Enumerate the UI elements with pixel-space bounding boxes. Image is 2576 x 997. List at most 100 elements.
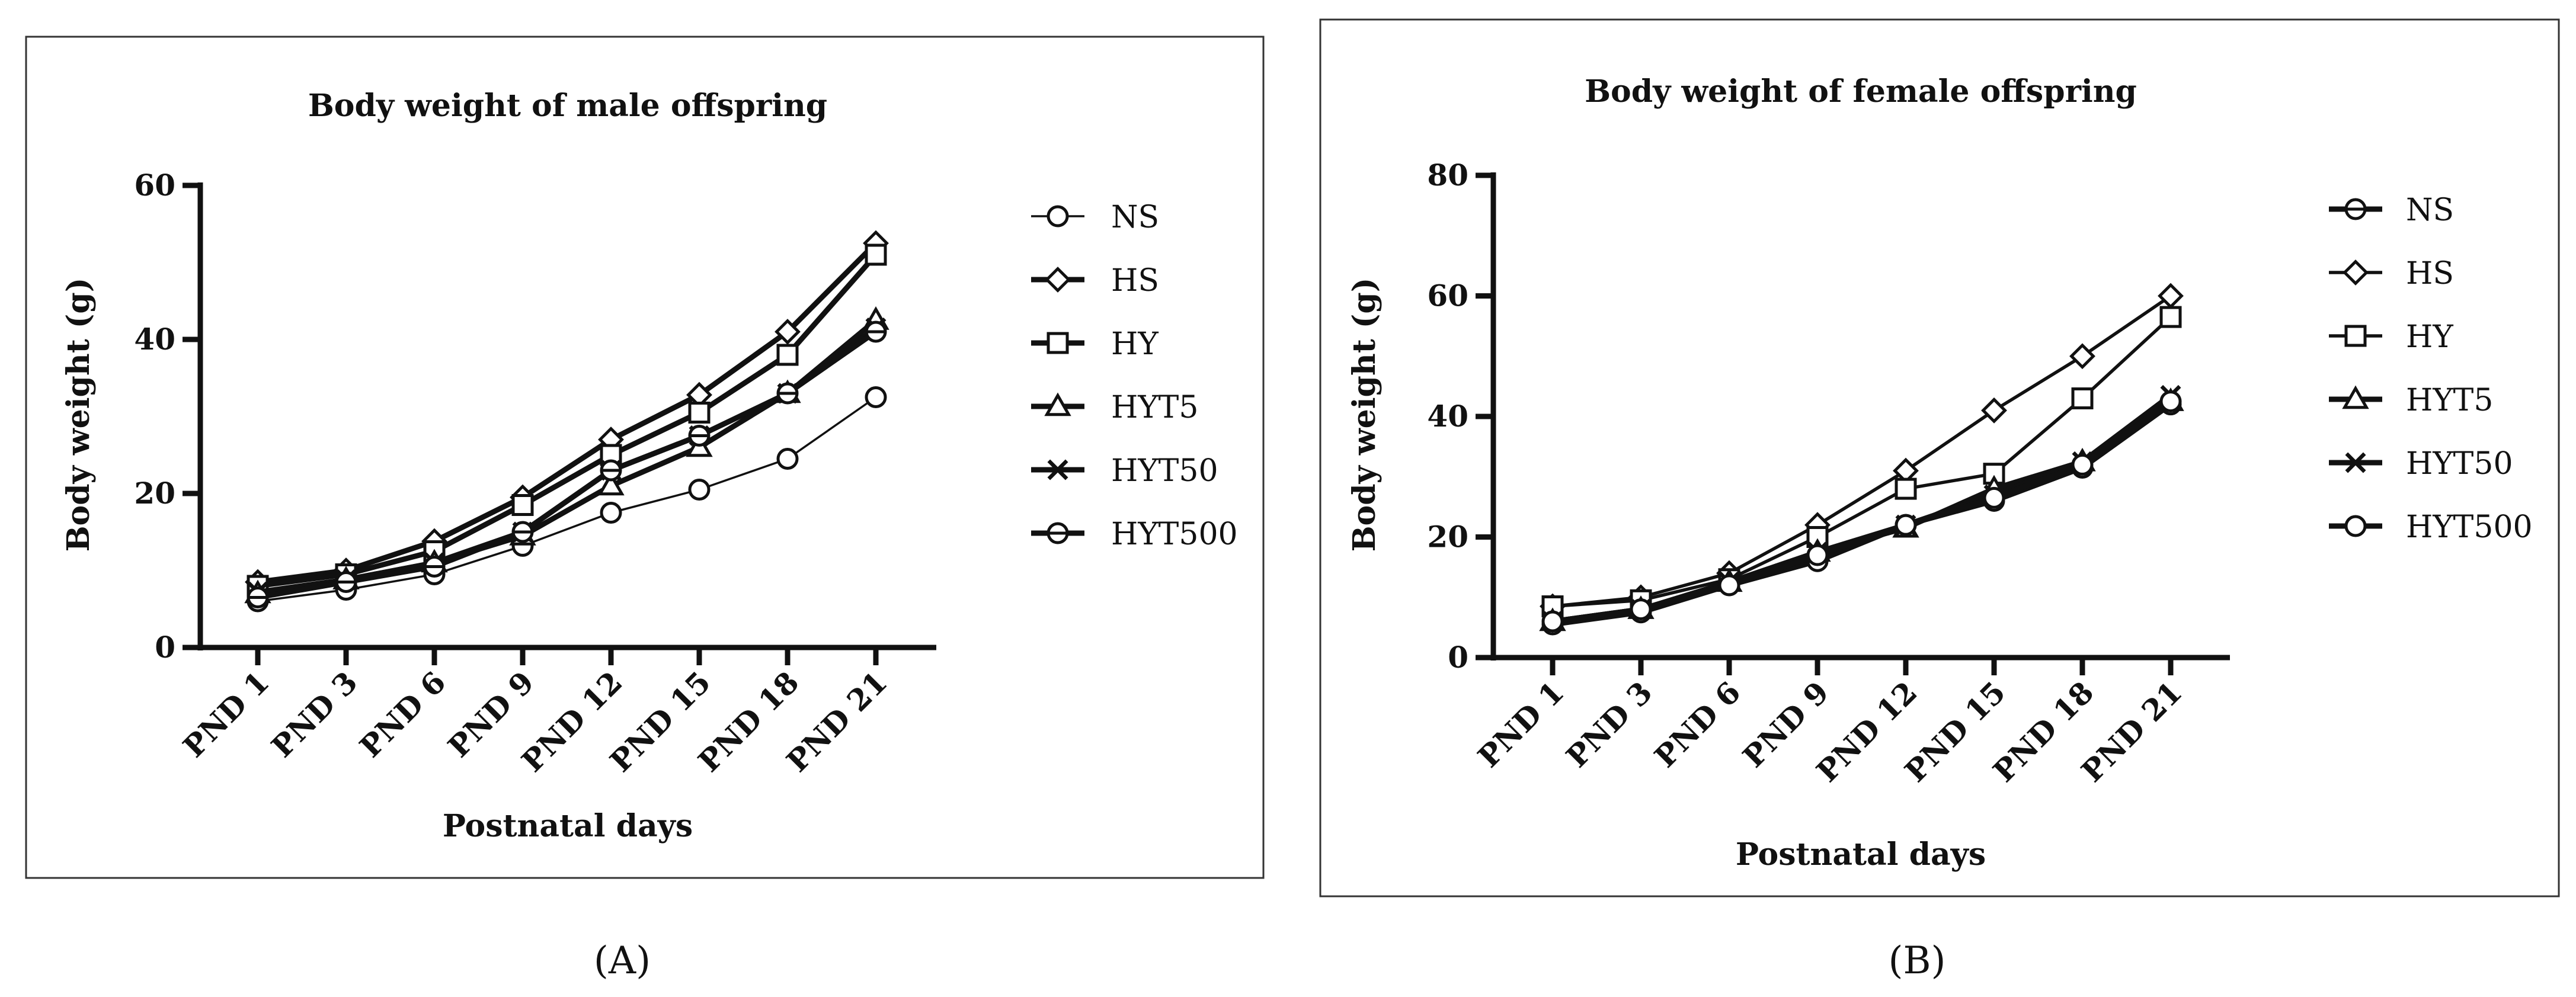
female-legend-item: HYT5 xyxy=(2329,383,2493,418)
female-line-hs xyxy=(1552,294,2172,608)
female-legend-swatch-marker xyxy=(2344,198,2367,220)
male-line-ns xyxy=(257,396,877,602)
female-legend-label: HYT500 xyxy=(2406,509,2533,545)
male-x-tick-label: PND 3 xyxy=(264,665,364,764)
female-legend-item: HY xyxy=(2329,319,2453,355)
female-legend-label: HS xyxy=(2406,256,2454,291)
male-y-axis-label: Body weight (g) xyxy=(60,278,97,552)
male-legend-item: HYT5 xyxy=(1031,390,1198,425)
male-point-hyt5 xyxy=(597,472,625,496)
male-point-hs xyxy=(775,319,801,345)
female-line-hyt50 xyxy=(1552,393,2172,624)
male-legend: NS HS HY HYT5 HYT50 HYT500 xyxy=(1031,200,1238,552)
male-legend-item: HS xyxy=(1031,263,1159,299)
male-point-hy xyxy=(865,243,887,266)
male-series-hy xyxy=(247,243,887,597)
male-legend-label: NS xyxy=(1111,200,1159,235)
male-x-axis-label: Postnatal days xyxy=(443,808,693,844)
male-point-hyt500 xyxy=(511,521,534,543)
male-legend-label: HYT5 xyxy=(1111,390,1198,425)
female-y-tick-label: 40 xyxy=(1427,399,1468,434)
female-panel-frame xyxy=(1319,18,2560,897)
female-legend-swatch-marker xyxy=(2343,259,2369,286)
female-legend-item: HYT500 xyxy=(2329,509,2533,545)
female-y-tick-label: 60 xyxy=(1427,278,1468,313)
female-series-hy xyxy=(1541,306,2182,618)
male-point-hyt500 xyxy=(247,586,269,608)
male-point-hyt500 xyxy=(865,320,887,343)
male-point-ns xyxy=(688,479,711,501)
male-panel-frame xyxy=(25,36,1265,879)
female-line-hy xyxy=(1552,316,2172,608)
male-point-ns xyxy=(776,448,799,470)
female-point-hy xyxy=(1895,477,1917,500)
male-legend-swatch-marker xyxy=(1047,205,1069,227)
male-x-tick-label: PND 1 xyxy=(176,665,276,764)
female-panel: Body weight of female offspring Body weig… xyxy=(1319,18,2560,897)
male-legend-swatch-marker-stroke-b xyxy=(1047,459,1068,480)
female-legend-label: HY xyxy=(2406,319,2453,355)
female-legend-swatch-marker xyxy=(2342,385,2369,409)
female-point-hyt500 xyxy=(1806,544,1829,566)
male-panel-label: (A) xyxy=(594,939,651,983)
male-panel: Body weight of male offspring Body weight… xyxy=(25,36,1265,879)
female-series-hyt500 xyxy=(1541,390,2182,633)
female-point-hyt500 xyxy=(2071,453,2094,476)
male-legend-item: HY xyxy=(1031,326,1159,362)
male-line-hyt500 xyxy=(257,329,878,600)
male-legend-swatch-marker xyxy=(1047,459,1068,480)
female-y-tick-label: 80 xyxy=(1427,158,1468,193)
female-point-hyt500 xyxy=(1718,574,1740,597)
male-point-hy xyxy=(511,494,534,516)
female-legend-swatch-marker-stroke-b xyxy=(2345,452,2366,473)
female-panel-label: (B) xyxy=(1889,939,1946,983)
male-point-hyt500 xyxy=(335,571,357,593)
female-point-hs xyxy=(2158,283,2184,309)
male-legend-item: HYT500 xyxy=(1031,517,1238,552)
male-point-ns xyxy=(600,502,622,524)
male-y-tick-label: 20 xyxy=(134,476,175,511)
male-point-hy xyxy=(688,402,711,424)
female-x-axis-label: Postnatal days xyxy=(1736,836,1986,873)
female-y-axis-label: Body weight (g) xyxy=(1346,278,1383,552)
female-legend-label: HYT5 xyxy=(2406,383,2493,418)
male-legend-item: HYT50 xyxy=(1031,453,1218,489)
female-chart-title: Body weight of female offspring xyxy=(1585,73,2137,110)
female-point-hyt500 xyxy=(1630,598,1652,621)
female-legend-item: NS xyxy=(2329,193,2454,228)
male-point-ns xyxy=(865,386,887,408)
male-y-tick-label: 40 xyxy=(134,322,175,357)
female-point-hy xyxy=(2159,306,2182,328)
male-y-tick-label: 60 xyxy=(134,168,175,203)
female-y-tick-label: 0 xyxy=(1448,640,1468,675)
female-point-hyt500 xyxy=(2159,390,2182,413)
male-legend-swatch-marker xyxy=(1045,267,1071,293)
male-point-hy xyxy=(776,344,799,366)
male-legend-item: NS xyxy=(1031,200,1159,235)
female-legend-swatch-marker xyxy=(2344,515,2367,537)
male-y-tick-label: 0 xyxy=(155,630,175,665)
female-point-hyt500 xyxy=(1541,610,1564,633)
female-legend: NS HS HY HYT5 HYT50 HYT500 xyxy=(2329,193,2533,545)
male-legend-label: HY xyxy=(1111,326,1159,362)
female-legend-swatch-marker xyxy=(2344,325,2367,347)
female-series-hs xyxy=(1540,283,2184,620)
female-point-hy xyxy=(2071,387,2094,409)
male-legend-swatch-marker xyxy=(1047,522,1069,544)
male-x-tick-label: PND 6 xyxy=(353,665,452,764)
female-point-hyt500 xyxy=(1895,514,1917,536)
female-line-hyt500 xyxy=(1552,399,2172,624)
female-legend-swatch-marker xyxy=(2345,452,2366,473)
male-series-hyt500 xyxy=(247,320,887,608)
male-point-hyt500 xyxy=(423,556,446,578)
female-point-hs xyxy=(1981,397,2007,424)
male-legend-label: HS xyxy=(1111,263,1159,299)
male-legend-label: HYT500 xyxy=(1111,517,1238,552)
male-legend-swatch-marker xyxy=(1047,332,1069,354)
female-legend-label: HYT50 xyxy=(2406,446,2513,482)
male-series-hs xyxy=(245,230,889,595)
female-x-tick-label: PND 1 xyxy=(1471,675,1570,774)
female-legend-label: NS xyxy=(2406,193,2454,228)
male-point-hyt500 xyxy=(600,459,622,482)
